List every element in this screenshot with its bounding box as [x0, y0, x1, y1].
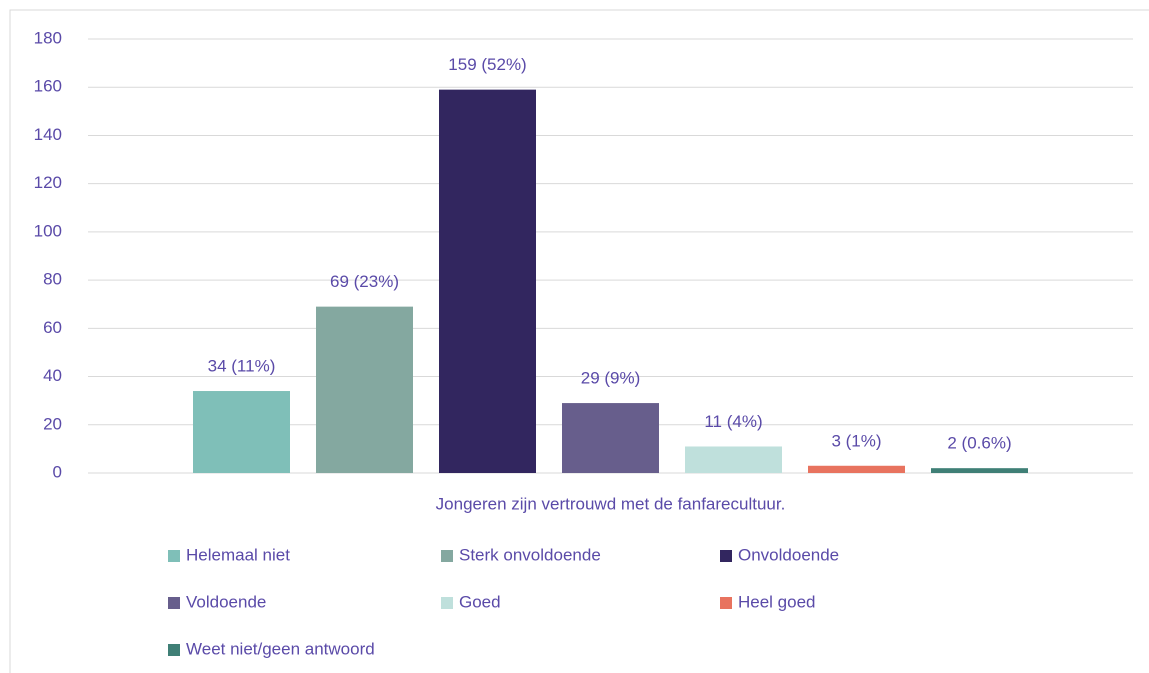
data-label: 3 (1%) [831, 431, 881, 450]
x-tick-label: Jongeren zijn vertrouwd met de fanfarecu… [436, 494, 786, 513]
legend-swatch [720, 597, 732, 609]
legend-swatch [168, 550, 180, 562]
legend-label: Sterk onvoldoende [459, 545, 601, 564]
legend-label: Onvoldoende [738, 545, 839, 564]
bar [808, 465, 905, 473]
y-tick-label: 60 [43, 318, 62, 337]
legend-swatch [441, 597, 453, 609]
data-label: 34 (11%) [208, 357, 276, 376]
chart-border [9, 9, 1149, 673]
legend-label: Heel goed [738, 592, 816, 611]
y-tick-label: 180 [34, 28, 62, 47]
data-label: 11 (4%) [704, 412, 762, 431]
bar [685, 446, 782, 473]
y-tick-label: 100 [34, 221, 62, 240]
legend-label: Goed [459, 592, 501, 611]
legend-label: Helemaal niet [186, 545, 290, 564]
y-tick-label: 140 [34, 125, 62, 144]
legend-label: Weet niet/geen antwoord [186, 639, 375, 658]
legend-swatch [720, 550, 732, 562]
y-tick-label: 40 [43, 366, 62, 385]
bar [439, 89, 536, 473]
legend-swatch [168, 597, 180, 609]
bar [931, 468, 1028, 473]
legend-swatch [441, 550, 453, 562]
data-label: 29 (9%) [581, 369, 641, 388]
legend-label: Voldoende [186, 592, 266, 611]
legend-swatch [168, 644, 180, 656]
bar [316, 306, 413, 473]
y-tick-label: 160 [34, 77, 62, 96]
y-tick-label: 120 [34, 173, 62, 192]
bar [193, 391, 290, 473]
y-tick-label: 80 [43, 270, 62, 289]
data-label: 159 (52%) [448, 55, 526, 74]
data-label: 69 (23%) [330, 272, 399, 291]
y-tick-label: 20 [43, 414, 62, 433]
data-label: 2 (0.6%) [947, 434, 1011, 453]
y-tick-label: 0 [53, 462, 62, 481]
bar [562, 403, 659, 473]
